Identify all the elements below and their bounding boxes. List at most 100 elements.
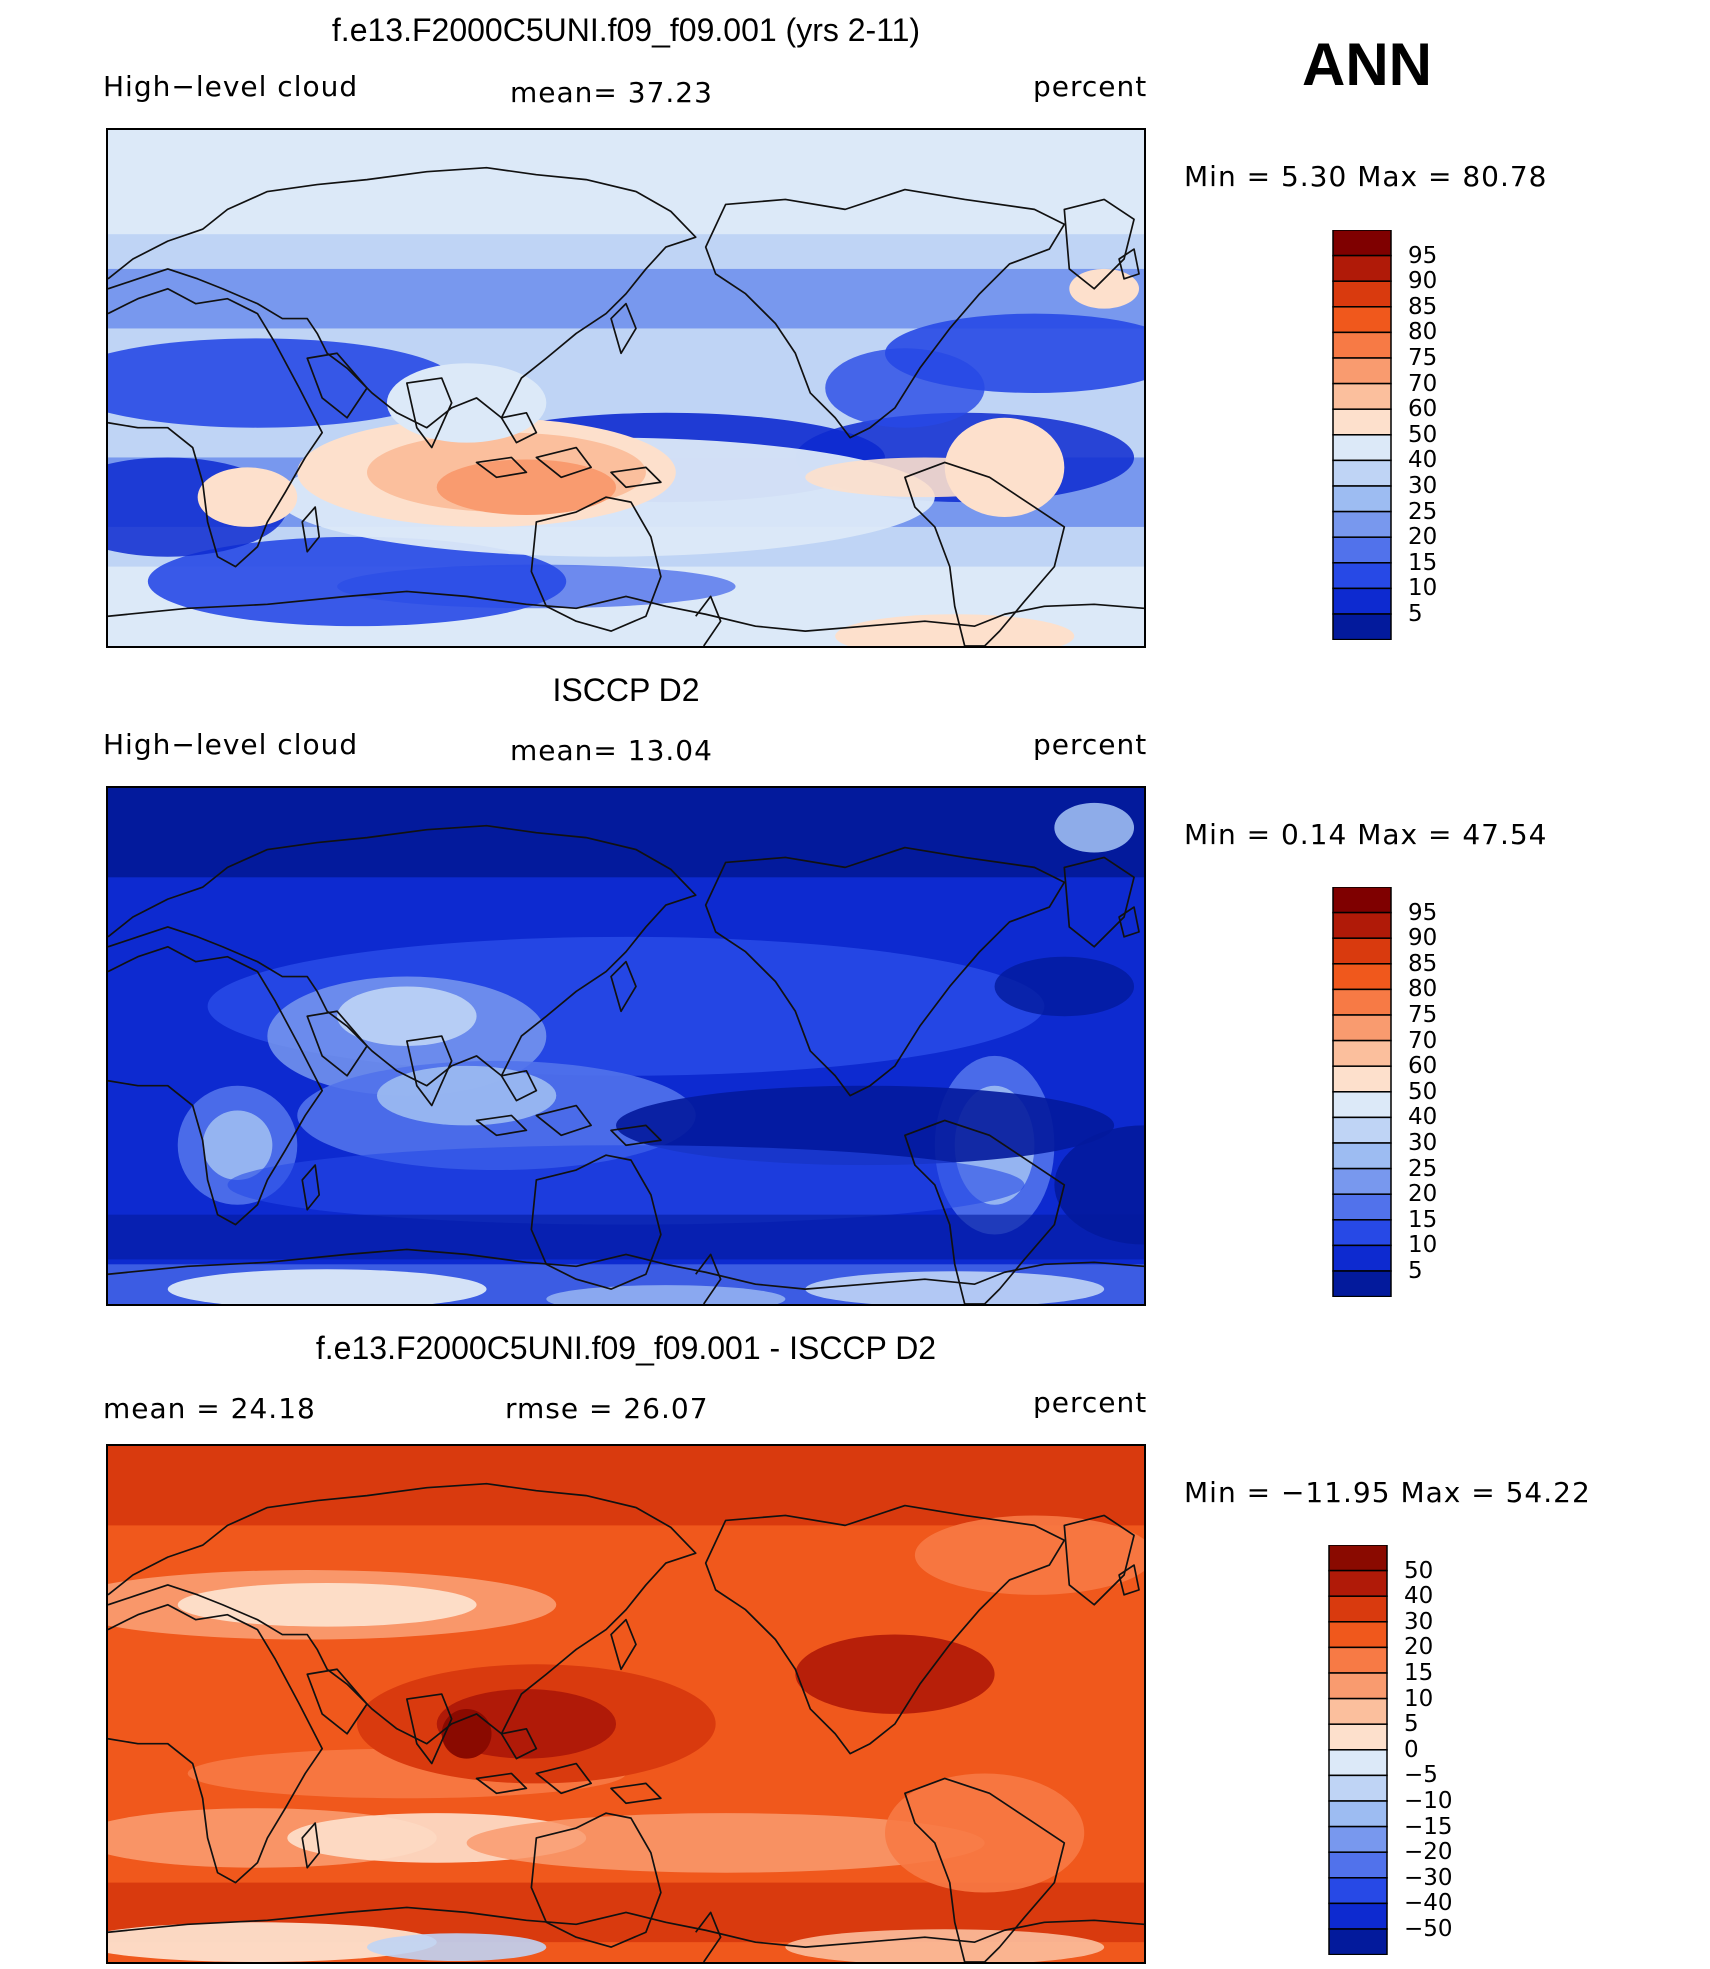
colorbar-tick-label: 20 [1404,1634,1434,1661]
colorbar-swatch [1328,1672,1388,1700]
colorbar-tick-label: 30 [1408,1130,1438,1156]
colorbar-tick-label: 40 [1408,1104,1438,1131]
panel-title: ISCCP D2 [552,672,700,708]
colorbar-swatch [1332,536,1392,564]
mean-label: mean= 13.04 [510,734,713,767]
colorbar-tick-label: 60 [1408,396,1438,423]
colorbar-swatch [1332,887,1392,914]
colorbar-swatch [1332,1039,1392,1067]
colorbar-swatch [1328,1877,1388,1905]
colorbar-tick-label: 85 [1408,950,1438,977]
units-label: percent [1033,728,1148,761]
colorbar-swatch [1332,587,1392,615]
colorbar-tick-label: 5 [1408,1258,1423,1284]
colorbar-swatch [1332,1193,1392,1221]
colorbar-swatch [1332,562,1392,590]
colorbar-swatch [1328,1697,1388,1725]
colorbar-swatch [1332,357,1392,385]
colorbar-swatch [1332,331,1392,359]
colorbar-swatch [1328,1569,1388,1597]
colorbar: 95 90 85 80 75 70 60 50 40 30 25 20 15 10 5 [1332,887,1437,1297]
colorbar-swatch [1328,1774,1388,1802]
colorbar-swatch [1328,1825,1388,1853]
colorbar-swatch [1332,911,1392,939]
colorbar-swatch [1332,485,1392,513]
colorbar-tick-label: 5 [1408,601,1423,627]
colorbar-tick-label: 50 [1408,421,1438,448]
colorbar-swatch [1328,1646,1388,1674]
colorbar-swatch [1332,988,1392,1016]
variable-label: High−level cloud [103,728,359,761]
colorbar-swatch [1332,254,1392,282]
colorbar-tick-label: 95 [1408,899,1438,926]
colorbar-tick-label: 40 [1404,1583,1434,1610]
colorbar-tick-label: −50 [1404,1916,1453,1942]
colorbar-swatch [1332,937,1392,965]
colorbar-tick-label: 75 [1408,1002,1438,1028]
colorbar-tick-label: 15 [1404,1660,1434,1686]
colorbar-tick-label: 30 [1408,473,1438,499]
colorbar-swatch [1332,510,1392,538]
colorbar-swatch [1328,1723,1388,1751]
colorbar-tick-label: 20 [1408,524,1438,551]
colorbar-swatch [1332,230,1392,257]
colorbar-tick-label: 15 [1408,1206,1438,1233]
min-max-label: Min = −11.95 Max = 54.22 [1184,1476,1591,1509]
colorbar-swatch [1332,1142,1392,1170]
colorbar-tick-label: 95 [1408,242,1438,269]
colorbar-tick-label: 80 [1408,319,1438,346]
colorbar-swatch [1332,434,1392,462]
season-label: ANN [1302,31,1432,98]
colorbar-tick-label: 60 [1408,1053,1438,1080]
colorbar-swatch [1332,408,1392,436]
colorbar-swatch [1328,1749,1388,1777]
colorbar-tick-label: 15 [1408,549,1438,576]
colorbar-tick-label: 40 [1408,447,1438,474]
colorbar-tick-label: −40 [1404,1890,1453,1917]
colorbar-tick-label: 85 [1408,293,1438,320]
colorbar-tick-label: 50 [1404,1557,1434,1584]
colorbar-swatch [1328,1621,1388,1649]
colorbar-tick-label: 70 [1408,370,1438,397]
colorbar-swatch [1328,1902,1388,1930]
colorbar-swatch [1332,1167,1392,1195]
colorbar-tick-label: 90 [1408,268,1438,295]
map-plot [106,1444,1146,1964]
colorbar-swatch [1328,1545,1388,1572]
colorbar-tick-label: 25 [1408,1155,1438,1182]
colorbar-tick-label: 25 [1408,498,1438,525]
min-max-label: Min = 0.14 Max = 47.54 [1184,818,1548,851]
colorbar-tick-label: 10 [1404,1685,1434,1712]
colorbar-swatch [1332,306,1392,334]
colorbar-tick-label: 70 [1408,1027,1438,1054]
colorbar-swatch [1328,1928,1388,1955]
colorbar-tick-label: 0 [1404,1736,1419,1763]
colorbar-tick-label: 30 [1404,1608,1434,1635]
colorbar-swatch [1328,1595,1388,1623]
colorbar-tick-label: −30 [1404,1864,1453,1891]
colorbar-swatch [1332,1116,1392,1144]
colorbar-swatch [1328,1851,1388,1879]
colorbar-swatch [1332,963,1392,991]
colorbar-swatch [1328,1800,1388,1828]
units-label: percent [1033,1386,1148,1419]
colorbar-tick-label: 5 [1404,1711,1419,1738]
colorbar-tick-label: −5 [1404,1762,1438,1789]
colorbar-swatch [1332,1014,1392,1042]
colorbar-swatch [1332,382,1392,410]
colorbar-swatch [1332,1219,1392,1247]
colorbar-tick-label: 10 [1408,575,1438,602]
rmse-label: rmse = 26.07 [505,1392,709,1425]
colorbar-tick-label: −15 [1404,1813,1453,1840]
colorbar: 95 90 85 80 75 70 60 50 40 30 25 20 15 10 5 [1332,230,1437,640]
colorbar-tick-label: −20 [1404,1839,1453,1866]
colorbar-tick-label: 10 [1408,1232,1438,1259]
colorbar-swatch [1332,1244,1392,1272]
colorbar-tick-label: −10 [1404,1788,1453,1814]
colorbar-swatch [1332,459,1392,487]
colorbar-tick-label: 75 [1408,345,1438,371]
colorbar-tick-label: 90 [1408,925,1438,952]
panel-title: f.e13.F2000C5UNI.f09_f09.001 - ISCCP D2 [315,1330,937,1366]
colorbar-swatch [1332,1091,1392,1119]
map-plot [106,786,1146,1306]
